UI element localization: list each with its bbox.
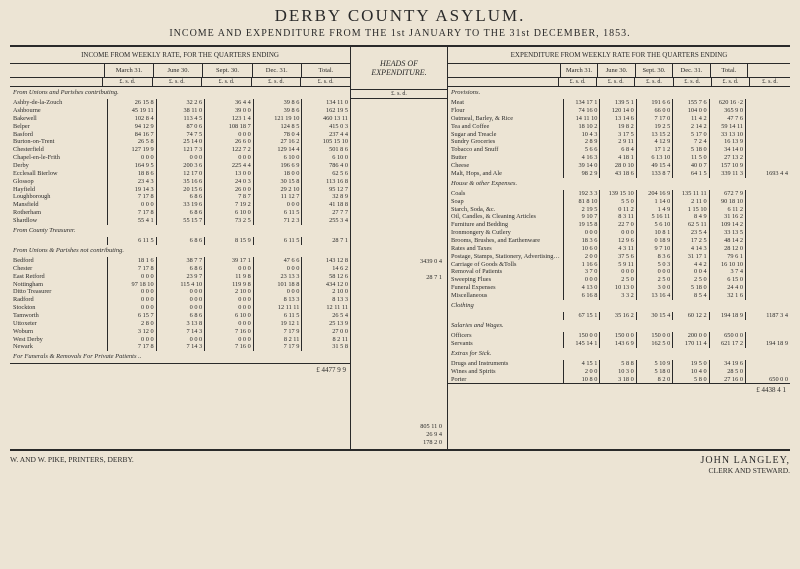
expenditure-title: EXPENDITURE FROM WEEKLY RATE FOR THE QUA… [448, 47, 790, 64]
table-row: Derby164 9 5200 3 6225 4 4196 6 9786 4 0 [10, 162, 350, 170]
income-body: From Unions and Parishes contributing.As… [10, 87, 350, 363]
expenditure-section-head: House & other Expenses. [448, 178, 790, 190]
table-row: Ironmongery & Cutlery0 0 00 0 010 8 123 … [448, 229, 790, 237]
income-section-head: From Unions & Parishes not contributing. [10, 245, 350, 257]
table-row: Basford84 16 774 7 50 0 078 0 4237 4 4 [10, 131, 350, 139]
table-row: Sugar and Treacle10 4 33 17 513 15 25 17… [448, 131, 790, 139]
expenditure-panel: EXPENDITURE FROM WEEKLY RATE FOR THE QUA… [448, 47, 790, 449]
heads-row: 178 2 0 [354, 439, 444, 447]
table-row: Rates and Taxes10 6 04 3 119 7 104 14 32… [448, 245, 790, 253]
printer-line: W. AND W. PIKE, PRINTERS, DERBY. [10, 455, 134, 475]
table-row: Hayfield19 14 320 15 626 0 029 2 1095 12… [10, 186, 350, 194]
heads-panel: HEADS OF EXPENDITURE. £. s. d. 3439 0 4 … [351, 47, 448, 449]
table-row: Mansfield0 0 033 19 67 19 20 0 041 18 8 [10, 201, 350, 209]
table-row: Malt, Hops, and Ale98 2 943 18 6133 8 76… [448, 170, 790, 178]
ledger: INCOME FROM WEEKLY RATE, FOR THE QUARTER… [10, 45, 790, 451]
heads-row: 26 9 4 [354, 431, 444, 439]
heads-row: 28 7 1 [354, 274, 444, 282]
expenditure-units: £. s. d. £. s. d. £. s. d. £. s. d. £. s… [448, 78, 790, 87]
table-row: 6 11 56 8 68 15 96 11 528 7 1 [10, 237, 350, 245]
table-row: Chester7 17 86 8 60 0 00 0 014 6 2 [10, 265, 350, 273]
table-row: Carriage of Goods &Tolls1 16 65 9 115 0 … [448, 261, 790, 269]
heads-title: HEADS OF EXPENDITURE. [351, 47, 447, 90]
income-total: £ 4477 9 9 [10, 363, 350, 376]
table-row: Ecclesall Bierlow18 8 612 17 013 0 018 0… [10, 170, 350, 178]
table-row: Woburn3 12 07 14 37 16 07 17 927 0 0 [10, 328, 350, 336]
signature-role: CLERK AND STEWARD. [701, 466, 790, 475]
table-row: Ashbourne45 19 1138 11 039 0 039 8 6162 … [10, 107, 350, 115]
table-row: Cheese39 14 028 0 1049 15 440 0 7157 10 … [448, 162, 790, 170]
table-row: Ditto Treasurer0 0 00 0 02 10 00 0 02 10… [10, 288, 350, 296]
table-row: Tamworth6 15 76 8 66 10 06 11 526 5 4 [10, 312, 350, 320]
table-row: Drugs and Instruments4 15 15 8 85 10 919… [448, 360, 790, 368]
table-row: Removal of Patients3 7 00 0 00 0 00 0 43… [448, 268, 790, 276]
table-row: Porter10 8 03 18 08 2 05 8 027 16 0650 0… [448, 376, 790, 384]
table-row: Starch, Soda, &c.2 19 50 11 21 4 91 15 1… [448, 206, 790, 214]
table-row: Officers150 0 0150 0 0150 0 0200 0 0650 … [448, 332, 790, 340]
table-row: Flour74 16 0120 14 066 0 0104 0 0365 9 0 [448, 107, 790, 115]
table-row: Shardlow55 4 155 15 773 2 571 2 3255 3 4 [10, 217, 350, 225]
table-row: Glossop23 4 335 16 624 0 330 15 8113 16 … [10, 178, 350, 186]
table-row: Servants145 14 1143 6 9162 5 0170 11 462… [448, 340, 790, 348]
expenditure-cols-header: March 31. June 30. Sept. 30. Dec. 31. To… [448, 64, 790, 78]
table-row: Chapel-en-le-Frith0 0 00 0 00 0 06 10 06… [10, 154, 350, 162]
table-row: Meat134 17 1139 5 1191 6 6155 7 6620 16 … [448, 99, 790, 107]
heads-row: 3439 0 4 [354, 258, 444, 266]
income-section-head: From Unions and Parishes contributing. [10, 87, 350, 99]
table-row: Bedford18 1 638 7 739 17 147 6 6143 12 8 [10, 257, 350, 265]
expenditure-section-head: Provisions. [448, 87, 790, 99]
table-row: Chesterfield127 19 9121 7 3122 7 2129 14… [10, 146, 350, 154]
table-row: Nottingham97 18 10115 4 10119 9 8101 18 … [10, 281, 350, 289]
expenditure-section-head: Extras for Sick. [448, 348, 790, 360]
table-row: Sundry Groceries2 8 92 9 114 12 97 2 416… [448, 138, 790, 146]
table-row: Sweeping Flues0 0 02 5 02 5 02 5 06 15 0 [448, 276, 790, 284]
table-row: Radford0 0 00 0 00 0 08 13 38 13 3 [10, 296, 350, 304]
expenditure-total: £ 4438 4 1 [448, 383, 790, 396]
table-row: East Retford0 0 023 9 711 9 823 13 358 1… [10, 273, 350, 281]
income-section-head: For Funerals & Removals For Private Pati… [10, 351, 350, 363]
table-row: Belper94 12 987 0 6108 18 7124 8 5415 0 … [10, 123, 350, 131]
table-row: 67 15 135 16 230 15 460 12 2194 18 91187… [448, 312, 790, 320]
footer: W. AND W. PIKE, PRINTERS, DERBY. JOHN LA… [10, 451, 790, 475]
expenditure-section-head: Clothing [448, 300, 790, 312]
table-row: Bakewell102 8 4113 4 5123 1 4121 19 1046… [10, 115, 350, 123]
table-row: Ashby-de-la-Zouch26 15 832 2 636 4 439 8… [10, 99, 350, 107]
income-units: £. s. d. £. s. d. £. s. d. £. s. d. £. s… [10, 78, 350, 87]
income-section-head: From County Treasurer. [10, 225, 350, 237]
table-row: Wines and Spirits2 0 010 3 05 18 010 4 0… [448, 368, 790, 376]
table-row: Tea and Coffee18 10 219 8 219 2 52 14 25… [448, 123, 790, 131]
table-row: Loughborough7 17 86 8 67 8 711 12 732 8 … [10, 193, 350, 201]
table-row: Miscellaneous6 16 83 3 213 16 48 5 432 1… [448, 292, 790, 300]
table-row: Oatmeal, Barley, & Rice14 11 1013 14 67 … [448, 115, 790, 123]
table-row: Burton-on-Trent26 5 825 14 026 6 027 16 … [10, 138, 350, 146]
table-row: Uttoxeter2 8 03 13 80 0 019 12 125 13 9 [10, 320, 350, 328]
page-title: DERBY COUNTY ASYLUM. [10, 6, 790, 26]
expenditure-body: Provisions.Meat134 17 1139 5 1191 6 6155… [448, 87, 790, 383]
table-row: Funeral Expenses4 13 010 13 03 0 05 18 0… [448, 284, 790, 292]
heads-row: 805 11 0 [354, 423, 444, 431]
table-row: Furniture and Bedding19 15 822 7 05 6 10… [448, 221, 790, 229]
table-row: Rotherham7 17 86 8 66 10 06 11 527 7 7 [10, 209, 350, 217]
income-panel: INCOME FROM WEEKLY RATE, FOR THE QUARTER… [10, 47, 351, 449]
expenditure-section-head: Salaries and Wages. [448, 320, 790, 332]
table-row: Newark7 17 87 14 37 16 07 17 931 5 8 [10, 343, 350, 351]
table-row: Brooms, Brushes, and Earthenware18 3 612… [448, 237, 790, 245]
table-row: Soap81 8 105 5 01 14 02 11 090 18 10 [448, 198, 790, 206]
income-cols-header: March 31. June 30. Sept. 30. Dec. 31. To… [10, 64, 350, 78]
heads-body: 3439 0 4 28 7 1 805 11 026 9 4178 2 0 [351, 99, 447, 449]
table-row: Postage, Stamps, Stationery, Advertising… [448, 253, 790, 261]
table-row: Tobacco and Snuff5 6 66 8 417 1 25 18 03… [448, 146, 790, 154]
page-subtitle: INCOME AND EXPENDITURE FROM THE 1st JANU… [10, 28, 790, 39]
table-row: Stockton0 0 00 0 00 0 012 11 1112 11 11 [10, 304, 350, 312]
table-row: West Derby0 0 00 0 00 0 08 2 118 2 11 [10, 336, 350, 344]
table-row: Butter4 16 34 18 16 13 1011 5 027 13 2 [448, 154, 790, 162]
heads-units: £. s. d. [351, 90, 447, 99]
income-title: INCOME FROM WEEKLY RATE, FOR THE QUARTER… [10, 47, 350, 64]
table-row: Coals192 3 3139 15 10204 16 9135 11 1167… [448, 190, 790, 198]
signature-name: JOHN LANGLEY, [701, 455, 790, 466]
table-row: Oil, Candles, & Cleaning Articles9 10 78… [448, 213, 790, 221]
